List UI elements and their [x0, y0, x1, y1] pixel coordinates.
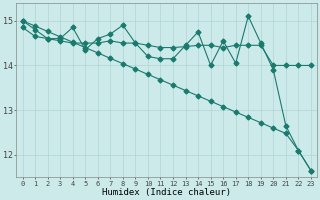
X-axis label: Humidex (Indice chaleur): Humidex (Indice chaleur) — [102, 188, 231, 197]
